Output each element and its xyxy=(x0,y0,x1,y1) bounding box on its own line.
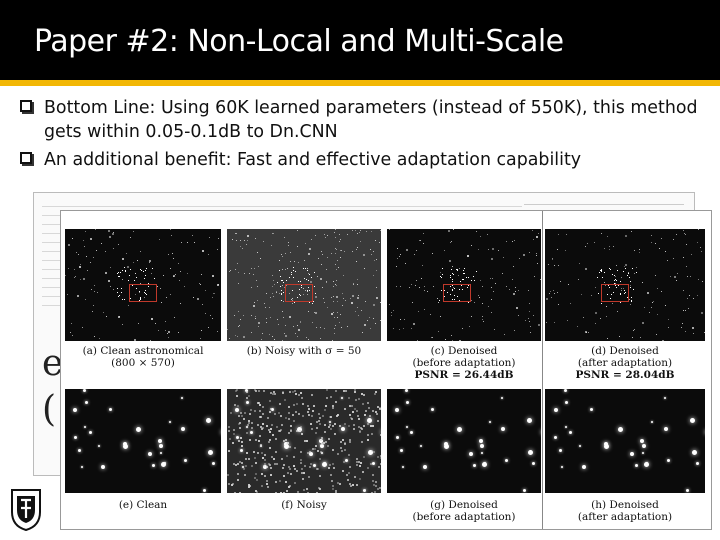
roi-box xyxy=(443,284,471,302)
starfield xyxy=(65,229,221,341)
starfield xyxy=(227,229,381,341)
caption-f: (f) Noisy xyxy=(281,499,327,511)
figure-panel: (a) Clean astronomical (800 × 570) (b) N… xyxy=(60,210,712,530)
column-divider xyxy=(542,211,543,529)
image-noisy-crop xyxy=(227,389,381,493)
starfield-crop xyxy=(387,389,541,493)
technion-logo-icon xyxy=(11,489,41,532)
accent-line xyxy=(0,80,720,86)
image-denoised-before xyxy=(387,229,541,341)
starfield xyxy=(545,229,705,341)
roi-box xyxy=(601,284,629,302)
caption-h: (h) Denoised (after adaptation) xyxy=(577,499,673,523)
slide-title: Paper #2: Non-Local and Multi-Scale xyxy=(34,24,564,59)
checkbox-bullet-icon xyxy=(20,100,32,112)
bullet-text: An additional benefit: Fast and effectiv… xyxy=(44,150,582,170)
starfield-crop xyxy=(227,389,381,493)
paper-glyph: ( xyxy=(42,389,57,430)
bullet-item: An additional benefit: Fast and effectiv… xyxy=(20,148,710,172)
paper-glyph: e xyxy=(42,343,64,384)
image-clean-crop xyxy=(65,389,221,493)
caption-d: (d) Denoised (after adaptation) PSNR = 2… xyxy=(575,345,675,381)
bullet-text: Bottom Line: Using 60K learned parameter… xyxy=(44,98,698,142)
roi-box xyxy=(285,284,313,302)
image-noisy xyxy=(227,229,381,341)
roi-box xyxy=(129,284,157,302)
caption-e: (e) Clean xyxy=(118,499,168,511)
starfield-crop xyxy=(545,389,705,493)
image-denoised-before-crop xyxy=(387,389,541,493)
caption-a: (a) Clean astronomical (800 × 570) xyxy=(82,345,204,369)
image-clean-astronomical xyxy=(65,229,221,341)
caption-c: (c) Denoised (before adaptation) PSNR = … xyxy=(412,345,516,381)
caption-b: (b) Noisy with σ = 50 xyxy=(246,345,362,357)
image-denoised-after-crop xyxy=(545,389,705,493)
starfield xyxy=(387,229,541,341)
starfield-crop xyxy=(65,389,221,493)
caption-g: (g) Denoised (before adaptation) xyxy=(412,499,516,523)
bullet-list: Bottom Line: Using 60K learned parameter… xyxy=(20,96,710,176)
image-denoised-after xyxy=(545,229,705,341)
title-bar: Paper #2: Non-Local and Multi-Scale xyxy=(0,0,720,80)
checkbox-bullet-icon xyxy=(20,152,32,164)
bullet-item: Bottom Line: Using 60K learned parameter… xyxy=(20,96,710,144)
